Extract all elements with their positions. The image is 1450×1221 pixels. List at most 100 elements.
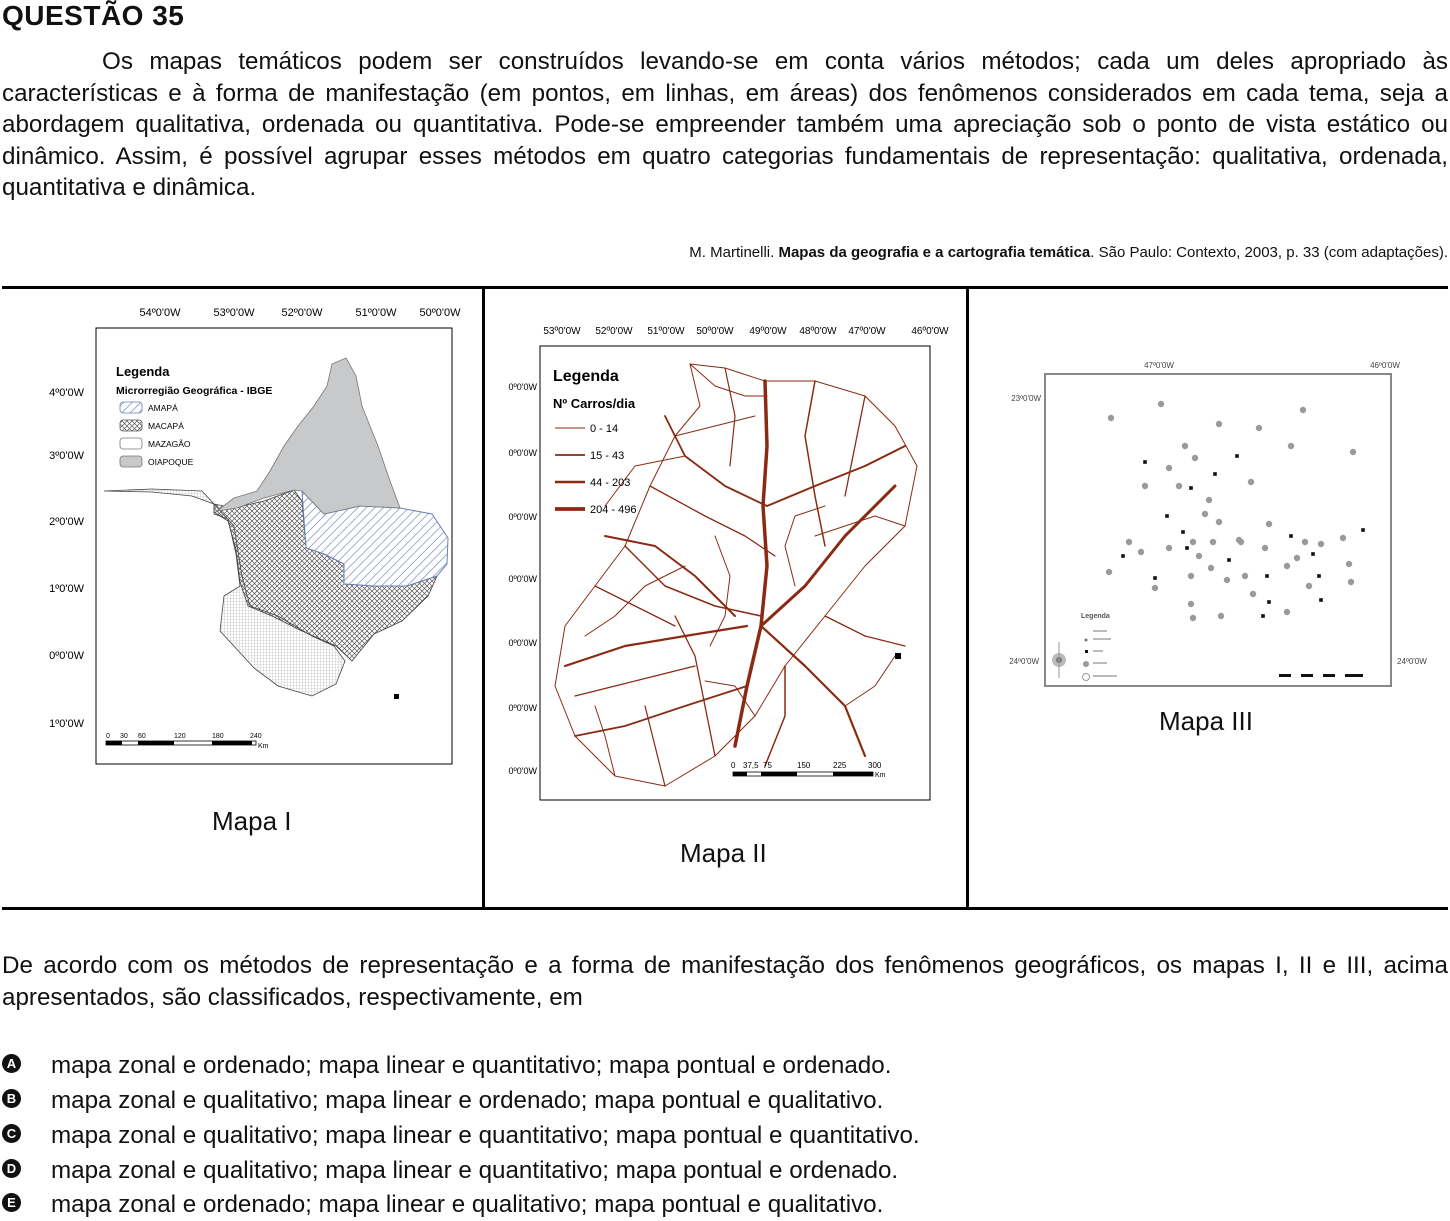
- option-text: mapa zonal e ordenado; mapa linear e qua…: [51, 1191, 884, 1218]
- map3-point-black: [1189, 486, 1193, 490]
- option-c[interactable]: C mapa zonal e qualitativo; mapa linear …: [0, 1120, 1450, 1152]
- map3-panel: 47º0'0W 46º0'0W 23º0'0W 24º0'0W 24º0'0W …: [969, 286, 1448, 910]
- map2-figure: 53º0'0W 52º0'0W 51º0'0W 50º0'0W 49º0'0W …: [508, 326, 949, 801]
- option-text: mapa zonal e qualitativo; mapa linear e …: [51, 1087, 884, 1114]
- map2-legend-item: 44 - 203: [590, 477, 630, 489]
- option-letter-badge: D: [2, 1159, 21, 1178]
- citation: M. Martinelli. Mapas da geografia e a ca…: [689, 244, 1448, 261]
- map2-legend-item: 0 - 14: [590, 423, 618, 435]
- option-e[interactable]: E mapa zonal e ordenado; mapa linear e q…: [0, 1189, 1450, 1221]
- map2-scale-label: 150: [797, 761, 811, 770]
- map1-point-marker: [394, 694, 399, 699]
- map3-point-gray: [1105, 568, 1113, 576]
- map3-point-gray: [1247, 478, 1255, 486]
- frame-top-border: [2, 286, 1448, 289]
- map1-top-tick: 54º0'0W: [140, 307, 182, 319]
- map3-top-tick: 47º0'0W: [1144, 361, 1174, 370]
- map1-top-tick: 51º0'0W: [356, 307, 398, 319]
- option-letter-badge: A: [2, 1054, 21, 1073]
- map3-point-gray: [1215, 420, 1223, 428]
- map3-caption: Mapa III: [1159, 706, 1253, 736]
- map3-point-gray: [1207, 564, 1215, 572]
- map3-point-black: [1181, 530, 1185, 534]
- option-letter-badge: E: [2, 1193, 21, 1212]
- map3-point-gray: [1217, 612, 1225, 620]
- map2-scale-label: 75: [763, 761, 772, 770]
- map2-left-tick: 0º0'0W: [508, 766, 537, 776]
- map3-legend-symbols: [1082, 630, 1117, 681]
- option-text: mapa zonal e qualitativo; mapa linear e …: [51, 1122, 920, 1149]
- map3-point-gray: [1187, 572, 1195, 580]
- map1-caption: Mapa I: [212, 806, 292, 836]
- map3-compass-rose: [1052, 642, 1066, 678]
- map1-top-tick: 50º0'0W: [420, 307, 462, 319]
- map1-scale-label: 120: [174, 733, 186, 740]
- map1-legend-item: AMAPÁ: [148, 403, 178, 413]
- map1-legend-item: MACAPÁ: [148, 421, 184, 431]
- frame-divider-1: [482, 286, 485, 910]
- map3-point-gray: [1349, 448, 1357, 456]
- map3-point-black: [1185, 546, 1189, 550]
- map3-point-gray: [1287, 442, 1295, 450]
- map3-point-gray: [1189, 538, 1197, 546]
- map3-point-gray: [1255, 424, 1263, 432]
- map1-scale-label: 60: [138, 733, 146, 740]
- map2-legend-subtitle: Nº Carros/dia: [553, 396, 636, 411]
- legend-swatch-amapa: [119, 401, 143, 414]
- map3-point-gray: [1235, 536, 1243, 544]
- map3-point-black: [1213, 472, 1217, 476]
- map3-point-gray: [1345, 560, 1353, 568]
- map1-scale-label: 180: [212, 733, 224, 740]
- map3-point-black: [1267, 600, 1271, 604]
- frame-divider-2: [966, 286, 969, 910]
- legend-swatch-mazagao: [119, 437, 143, 450]
- macapa-region: [213, 489, 438, 662]
- option-a[interactable]: A mapa zonal e ordenado; mapa linear e q…: [0, 1050, 1450, 1082]
- map1-left-tick: 1º0'0W: [49, 718, 84, 730]
- option-letter-badge: C: [2, 1124, 21, 1143]
- map2-panel: 53º0'0W 52º0'0W 51º0'0W 50º0'0W 49º0'0W …: [485, 286, 966, 910]
- frame-bottom-border: [2, 907, 1448, 910]
- map1-scale-bar: [105, 740, 257, 746]
- map3-point-gray: [1205, 496, 1213, 504]
- map3-point-black: [1361, 528, 1365, 532]
- option-b[interactable]: B mapa zonal e qualitativo; mapa linear …: [0, 1085, 1450, 1117]
- map3-point-black: [1317, 574, 1321, 578]
- map3-point-gray: [1189, 614, 1197, 622]
- map2-top-tick: 52º0'0W: [595, 326, 633, 337]
- map1-scale-unit: Km: [258, 743, 269, 750]
- option-text: mapa zonal e qualitativo; mapa linear e …: [51, 1157, 899, 1184]
- citation-author: M. Martinelli.: [689, 244, 779, 261]
- road-network: [554, 363, 918, 787]
- map3-point-black: [1235, 454, 1239, 458]
- map1-scale-label: 0: [106, 733, 110, 740]
- map2-scale-label: 0: [731, 761, 736, 770]
- intro-paragraph-text: Os mapas temáticos podem ser construídos…: [2, 48, 1448, 201]
- map3-point-gray: [1141, 482, 1149, 490]
- map2-left-tick: 0º0'0W: [508, 638, 537, 648]
- map2-legend-item: 15 - 43: [590, 450, 624, 462]
- option-text: mapa zonal e ordenado; mapa linear e qua…: [51, 1052, 892, 1079]
- map3-point-gray: [1201, 510, 1209, 518]
- option-letter-badge: B: [2, 1089, 21, 1108]
- map2-top-tick: 51º0'0W: [647, 326, 685, 337]
- map2-top-tick: 46º0'0W: [911, 326, 949, 337]
- map3-point-gray: [1317, 540, 1325, 548]
- oiapoque-region: [216, 357, 401, 515]
- map2-top-tick: 53º0'0W: [543, 326, 581, 337]
- map3-point-gray: [1283, 562, 1291, 570]
- option-d[interactable]: D mapa zonal e qualitativo; mapa linear …: [0, 1155, 1450, 1187]
- map3-legend-title: Legenda: [1081, 613, 1110, 620]
- map2-top-tick: 50º0'0W: [696, 326, 734, 337]
- map3-point-gray: [1191, 454, 1199, 462]
- map2-left-tick: 0º0'0W: [508, 448, 537, 458]
- map3-point-gray: [1137, 548, 1145, 556]
- map1-top-tick: 52º0'0W: [282, 307, 324, 319]
- map3-point-gray: [1175, 482, 1183, 490]
- legend-swatch-macapa: [119, 419, 143, 432]
- map1-panel: 54º0'0W 53º0'0W 52º0'0W 51º0'0W 50º0'0W …: [2, 286, 482, 910]
- map3-point-gray: [1241, 572, 1249, 580]
- question-title: QUESTÃO 35: [2, 0, 185, 31]
- map1-figure: 54º0'0W 53º0'0W 52º0'0W 51º0'0W 50º0'0W …: [49, 307, 462, 765]
- map1-legend-title: Legenda: [116, 364, 170, 379]
